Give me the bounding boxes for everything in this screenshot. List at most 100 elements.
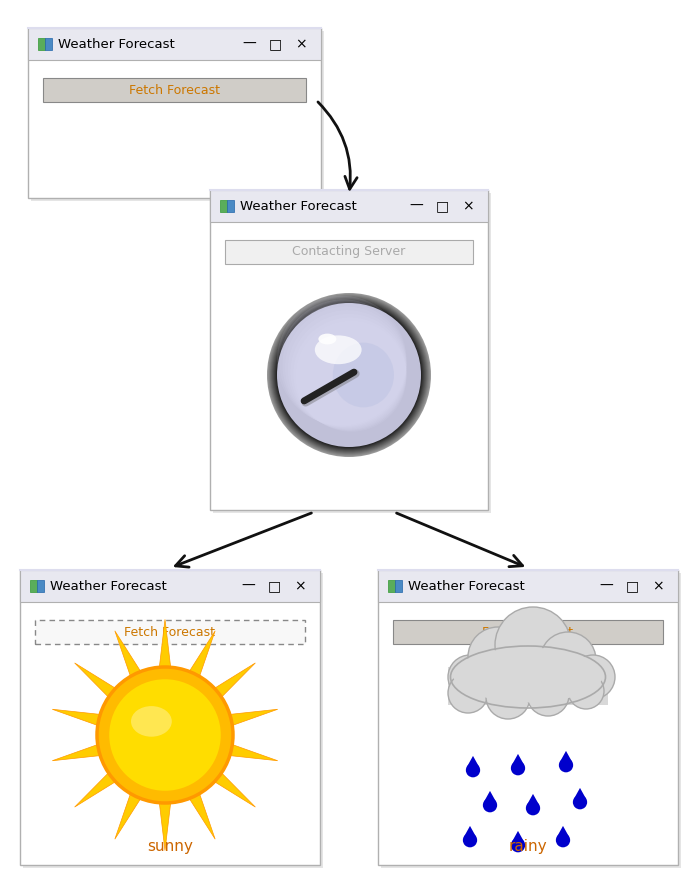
FancyBboxPatch shape: [225, 240, 473, 264]
Circle shape: [272, 298, 426, 452]
FancyBboxPatch shape: [31, 31, 324, 201]
Text: □: □: [268, 579, 281, 593]
FancyBboxPatch shape: [213, 193, 491, 513]
Circle shape: [275, 301, 423, 449]
Circle shape: [271, 297, 427, 453]
Circle shape: [267, 293, 431, 457]
Polygon shape: [224, 743, 277, 761]
Polygon shape: [186, 789, 215, 839]
Circle shape: [526, 801, 540, 815]
Polygon shape: [466, 756, 480, 767]
Polygon shape: [75, 663, 121, 701]
Ellipse shape: [315, 336, 362, 364]
Circle shape: [468, 627, 528, 687]
Circle shape: [268, 294, 430, 456]
Text: ×: ×: [296, 37, 307, 51]
Circle shape: [274, 300, 424, 450]
Circle shape: [571, 655, 615, 699]
Ellipse shape: [332, 343, 394, 407]
Text: Weather Forecast: Weather Forecast: [408, 579, 525, 592]
Text: Contacting Server: Contacting Server: [292, 245, 406, 259]
Circle shape: [97, 667, 233, 803]
Circle shape: [495, 607, 571, 683]
FancyBboxPatch shape: [381, 573, 681, 868]
FancyBboxPatch shape: [38, 38, 45, 50]
Polygon shape: [159, 619, 171, 673]
Circle shape: [277, 303, 421, 447]
FancyBboxPatch shape: [28, 28, 321, 198]
Text: ×: ×: [462, 199, 474, 213]
Text: sunny: sunny: [147, 840, 193, 855]
FancyBboxPatch shape: [45, 38, 52, 50]
Polygon shape: [526, 794, 539, 805]
Text: □: □: [625, 579, 638, 593]
Text: ×: ×: [294, 579, 306, 593]
Text: Fetch Forecast: Fetch Forecast: [482, 625, 574, 638]
Circle shape: [540, 632, 596, 688]
Circle shape: [109, 679, 221, 791]
Polygon shape: [115, 789, 144, 839]
FancyBboxPatch shape: [28, 28, 321, 60]
FancyBboxPatch shape: [378, 570, 678, 602]
Text: □: □: [436, 199, 449, 213]
Text: Weather Forecast: Weather Forecast: [58, 37, 175, 50]
Polygon shape: [210, 769, 255, 807]
Circle shape: [448, 655, 492, 699]
Circle shape: [466, 763, 480, 777]
Circle shape: [511, 838, 525, 852]
Polygon shape: [556, 826, 569, 838]
Circle shape: [568, 673, 604, 709]
Circle shape: [573, 795, 587, 810]
Circle shape: [559, 758, 573, 773]
FancyBboxPatch shape: [395, 580, 402, 592]
FancyBboxPatch shape: [220, 200, 227, 212]
Text: rainy: rainy: [509, 840, 547, 855]
Text: —: —: [599, 579, 613, 593]
Text: Fetch Forecast: Fetch Forecast: [125, 625, 215, 638]
Polygon shape: [484, 791, 496, 803]
Circle shape: [269, 295, 429, 455]
Polygon shape: [75, 769, 121, 807]
Polygon shape: [512, 754, 525, 766]
FancyBboxPatch shape: [35, 620, 305, 644]
FancyBboxPatch shape: [393, 620, 663, 644]
FancyBboxPatch shape: [388, 580, 395, 592]
FancyBboxPatch shape: [378, 570, 678, 865]
Circle shape: [527, 674, 569, 716]
Text: Weather Forecast: Weather Forecast: [240, 200, 357, 213]
Circle shape: [282, 303, 406, 427]
Text: Weather Forecast: Weather Forecast: [50, 579, 167, 592]
Polygon shape: [115, 630, 144, 682]
Ellipse shape: [319, 334, 337, 344]
Circle shape: [463, 833, 477, 848]
Polygon shape: [560, 751, 572, 763]
Polygon shape: [52, 743, 106, 761]
Circle shape: [288, 310, 406, 429]
Circle shape: [448, 673, 488, 713]
Polygon shape: [159, 797, 171, 850]
FancyBboxPatch shape: [43, 78, 306, 102]
FancyBboxPatch shape: [20, 570, 320, 865]
Circle shape: [556, 833, 570, 848]
Polygon shape: [52, 709, 106, 728]
Polygon shape: [210, 663, 255, 701]
FancyBboxPatch shape: [210, 190, 488, 510]
Circle shape: [486, 675, 530, 719]
Circle shape: [483, 798, 497, 812]
FancyBboxPatch shape: [23, 573, 323, 868]
Circle shape: [276, 302, 422, 448]
Circle shape: [296, 321, 406, 432]
Text: —: —: [242, 37, 256, 51]
FancyBboxPatch shape: [20, 570, 320, 602]
Text: —: —: [241, 579, 255, 593]
Text: Fetch Forecast: Fetch Forecast: [129, 84, 220, 96]
Text: ×: ×: [652, 579, 664, 593]
FancyBboxPatch shape: [227, 200, 234, 212]
Polygon shape: [186, 630, 215, 682]
Text: □: □: [268, 37, 282, 51]
Polygon shape: [224, 709, 277, 728]
Text: —: —: [409, 199, 423, 213]
Polygon shape: [574, 788, 586, 800]
Circle shape: [285, 306, 406, 428]
Circle shape: [277, 296, 406, 426]
